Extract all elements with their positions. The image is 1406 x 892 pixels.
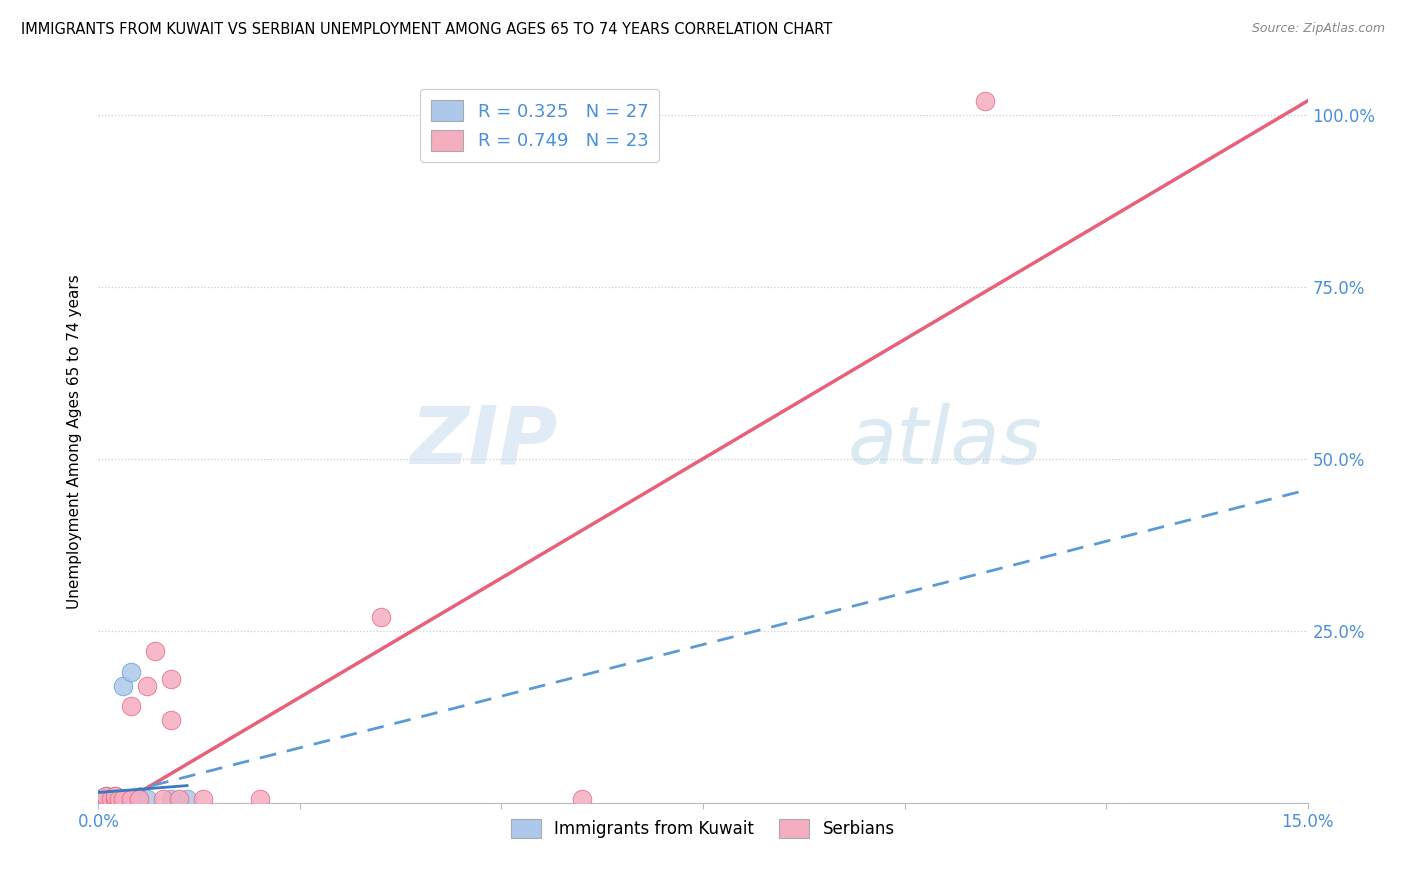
Point bbox=[111, 679, 134, 693]
Text: atlas: atlas bbox=[848, 402, 1043, 481]
Point bbox=[96, 794, 118, 808]
Point bbox=[160, 713, 183, 727]
Point bbox=[107, 792, 129, 806]
Point bbox=[103, 789, 125, 803]
Point bbox=[107, 792, 129, 806]
Point bbox=[974, 94, 997, 108]
Point bbox=[167, 792, 190, 806]
Point bbox=[101, 792, 124, 806]
Point bbox=[193, 792, 215, 806]
Point bbox=[103, 789, 125, 803]
Point bbox=[96, 789, 118, 803]
Point bbox=[94, 792, 117, 806]
Point bbox=[111, 792, 134, 806]
Point bbox=[100, 794, 122, 808]
Text: ZIP: ZIP bbox=[411, 402, 558, 481]
Text: Source: ZipAtlas.com: Source: ZipAtlas.com bbox=[1251, 22, 1385, 36]
Point bbox=[176, 792, 198, 806]
Point bbox=[100, 792, 122, 806]
Point bbox=[111, 792, 134, 806]
Point bbox=[96, 792, 118, 806]
Point bbox=[120, 665, 142, 679]
Point bbox=[105, 792, 128, 806]
Point bbox=[160, 672, 183, 686]
Point bbox=[370, 610, 392, 624]
Point bbox=[120, 792, 142, 806]
Point bbox=[90, 793, 112, 807]
Point bbox=[128, 792, 150, 806]
Point bbox=[571, 792, 593, 806]
Point bbox=[135, 792, 157, 806]
Point bbox=[97, 790, 120, 805]
Point bbox=[103, 792, 125, 806]
Point bbox=[89, 792, 111, 806]
Point bbox=[120, 792, 142, 806]
Point bbox=[160, 792, 183, 806]
Point bbox=[100, 791, 122, 805]
Point bbox=[120, 699, 142, 714]
Point bbox=[96, 792, 118, 806]
Point bbox=[249, 792, 271, 806]
Point bbox=[103, 792, 125, 806]
Y-axis label: Unemployment Among Ages 65 to 74 years: Unemployment Among Ages 65 to 74 years bbox=[67, 274, 83, 609]
Point bbox=[152, 792, 174, 806]
Point bbox=[96, 789, 118, 803]
Point bbox=[143, 644, 166, 658]
Point bbox=[135, 679, 157, 693]
Point bbox=[128, 792, 150, 806]
Point bbox=[91, 791, 114, 805]
Point bbox=[90, 794, 112, 808]
Legend: Immigrants from Kuwait, Serbians: Immigrants from Kuwait, Serbians bbox=[505, 813, 901, 845]
Point bbox=[93, 794, 115, 808]
Point bbox=[90, 794, 112, 808]
Text: IMMIGRANTS FROM KUWAIT VS SERBIAN UNEMPLOYMENT AMONG AGES 65 TO 74 YEARS CORRELA: IMMIGRANTS FROM KUWAIT VS SERBIAN UNEMPL… bbox=[21, 22, 832, 37]
Point bbox=[91, 794, 114, 808]
Point bbox=[91, 794, 114, 808]
Point bbox=[97, 793, 120, 807]
